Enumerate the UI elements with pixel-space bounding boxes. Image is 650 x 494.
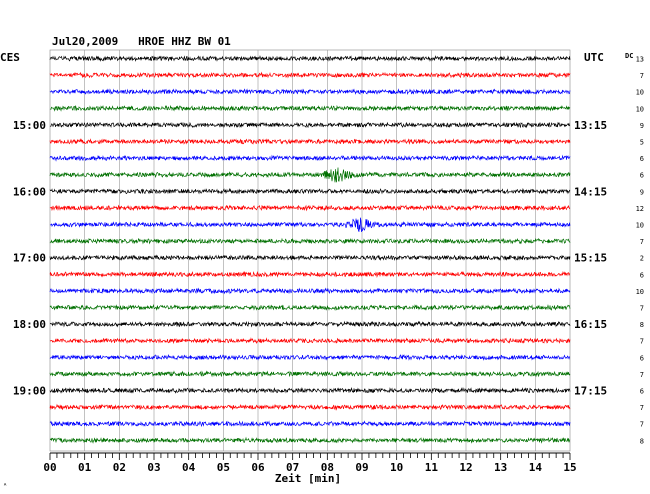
- dc-value-label: 8: [640, 437, 644, 445]
- dc-value-label: 10: [636, 105, 644, 113]
- dc-value-label: 5: [640, 139, 644, 147]
- footer-mark: ᴬ: [3, 481, 7, 490]
- x-tick-label: 15: [563, 461, 576, 474]
- x-tick-label: 01: [78, 461, 92, 474]
- dc-value-label: 7: [640, 238, 644, 246]
- trace-line: [49, 337, 571, 345]
- right-hour-label: 13:15: [574, 119, 607, 132]
- x-tick-label: 08: [321, 461, 334, 474]
- x-tick-label: 09: [355, 461, 368, 474]
- dc-value-label: 6: [640, 354, 644, 362]
- left-hour-label: 19:00: [13, 385, 46, 398]
- plot-frame: [49, 49, 571, 452]
- trace-line: [49, 88, 571, 96]
- dc-value-label: 10: [636, 222, 644, 230]
- trace-line: [49, 237, 571, 245]
- right-hour-label: 15:15: [574, 252, 607, 265]
- x-tick-label: 05: [217, 461, 230, 474]
- dc-value-label: 7: [640, 404, 644, 412]
- x-tick-label: 03: [147, 461, 160, 474]
- trace-line: [49, 254, 571, 261]
- dc-value-label: 9: [640, 188, 644, 196]
- dc-header-label: DC: [625, 52, 633, 60]
- dc-value-label: 6: [640, 155, 644, 163]
- dc-value-label: 6: [640, 172, 644, 180]
- trace-line: [49, 370, 571, 378]
- x-tick-label: 12: [459, 461, 472, 474]
- dc-value-label: 6: [640, 388, 644, 396]
- dc-value-label: 2: [640, 255, 644, 263]
- right-hour-label: 17:15: [574, 385, 607, 398]
- left-hour-label: 18:00: [13, 318, 46, 331]
- dc-value-label: 9: [640, 122, 644, 130]
- x-tick-label: 00: [43, 461, 56, 474]
- minute-gridlines: [49, 49, 571, 452]
- trace-line: [49, 121, 571, 129]
- trace-line: [49, 217, 571, 233]
- x-tick-label: 04: [182, 461, 196, 474]
- left-hour-label: 16:00: [13, 185, 46, 198]
- x-axis: 00 01 02 03 04 05 06 07 08 09 10 11 12 13 14 15: [43, 452, 577, 474]
- dc-value-label: 7: [640, 305, 644, 313]
- left-timezone-label: CES: [0, 51, 20, 64]
- trace-line: [49, 320, 571, 328]
- dc-offset-labels: 13 7 10 10 9 5 6 6 9 12 10 7 2 6 10 7 8 7 6 7 6 7 7 8: [636, 56, 644, 446]
- dc-value-label: 10: [636, 89, 644, 97]
- trace-line: [49, 167, 571, 183]
- trace-line: [49, 104, 571, 112]
- trace-line: [49, 354, 571, 361]
- x-tick-label: 07: [286, 461, 299, 474]
- x-tick-label: 10: [390, 461, 403, 474]
- x-tick-label: 02: [113, 461, 126, 474]
- right-hour-label: 14:15: [574, 185, 607, 198]
- dc-value-label: 6: [640, 271, 644, 279]
- trace-line: [49, 403, 571, 411]
- trace-line: [49, 287, 571, 295]
- left-hour-label: 17:00: [13, 252, 46, 265]
- x-tick-label: 06: [251, 461, 265, 474]
- utc-time-labels: 13:15 14:15 15:15 16:15 17:15: [574, 119, 607, 398]
- x-tick-label: 13: [494, 461, 507, 474]
- trace-line: [49, 204, 571, 212]
- x-axis-label: Zeit [min]: [275, 472, 341, 485]
- trace-line: [49, 55, 571, 62]
- dc-value-label: 8: [640, 321, 644, 329]
- dc-value-label: 7: [640, 338, 644, 346]
- trace-line: [49, 187, 571, 195]
- trace-line: [49, 270, 571, 278]
- left-hour-label: 15:00: [13, 119, 46, 132]
- dc-value-label: 10: [636, 288, 644, 296]
- trace-line: [49, 436, 571, 444]
- dc-value-label: 7: [640, 72, 644, 80]
- chart-title: Jul20,2009 HROE HHZ BW 01: [52, 35, 231, 48]
- trace-line: [49, 420, 571, 428]
- right-hour-label: 16:15: [574, 318, 607, 331]
- right-timezone-label: UTC: [584, 51, 604, 64]
- trace-line: [49, 154, 571, 162]
- dc-value-label: 7: [640, 421, 644, 429]
- trace-line: [49, 71, 571, 79]
- seismic-traces: [49, 55, 571, 444]
- local-time-labels: 15:00 16:00 17:00 18:00 19:00: [13, 119, 46, 398]
- trace-line: [49, 387, 571, 394]
- x-tick-label: 11: [425, 461, 439, 474]
- dc-value-label: 12: [636, 205, 644, 213]
- x-tick-label: 14: [529, 461, 543, 474]
- trace-line: [49, 138, 571, 145]
- dc-value-label: 13: [636, 56, 644, 64]
- dc-value-label: 7: [640, 371, 644, 379]
- trace-line: [49, 303, 571, 311]
